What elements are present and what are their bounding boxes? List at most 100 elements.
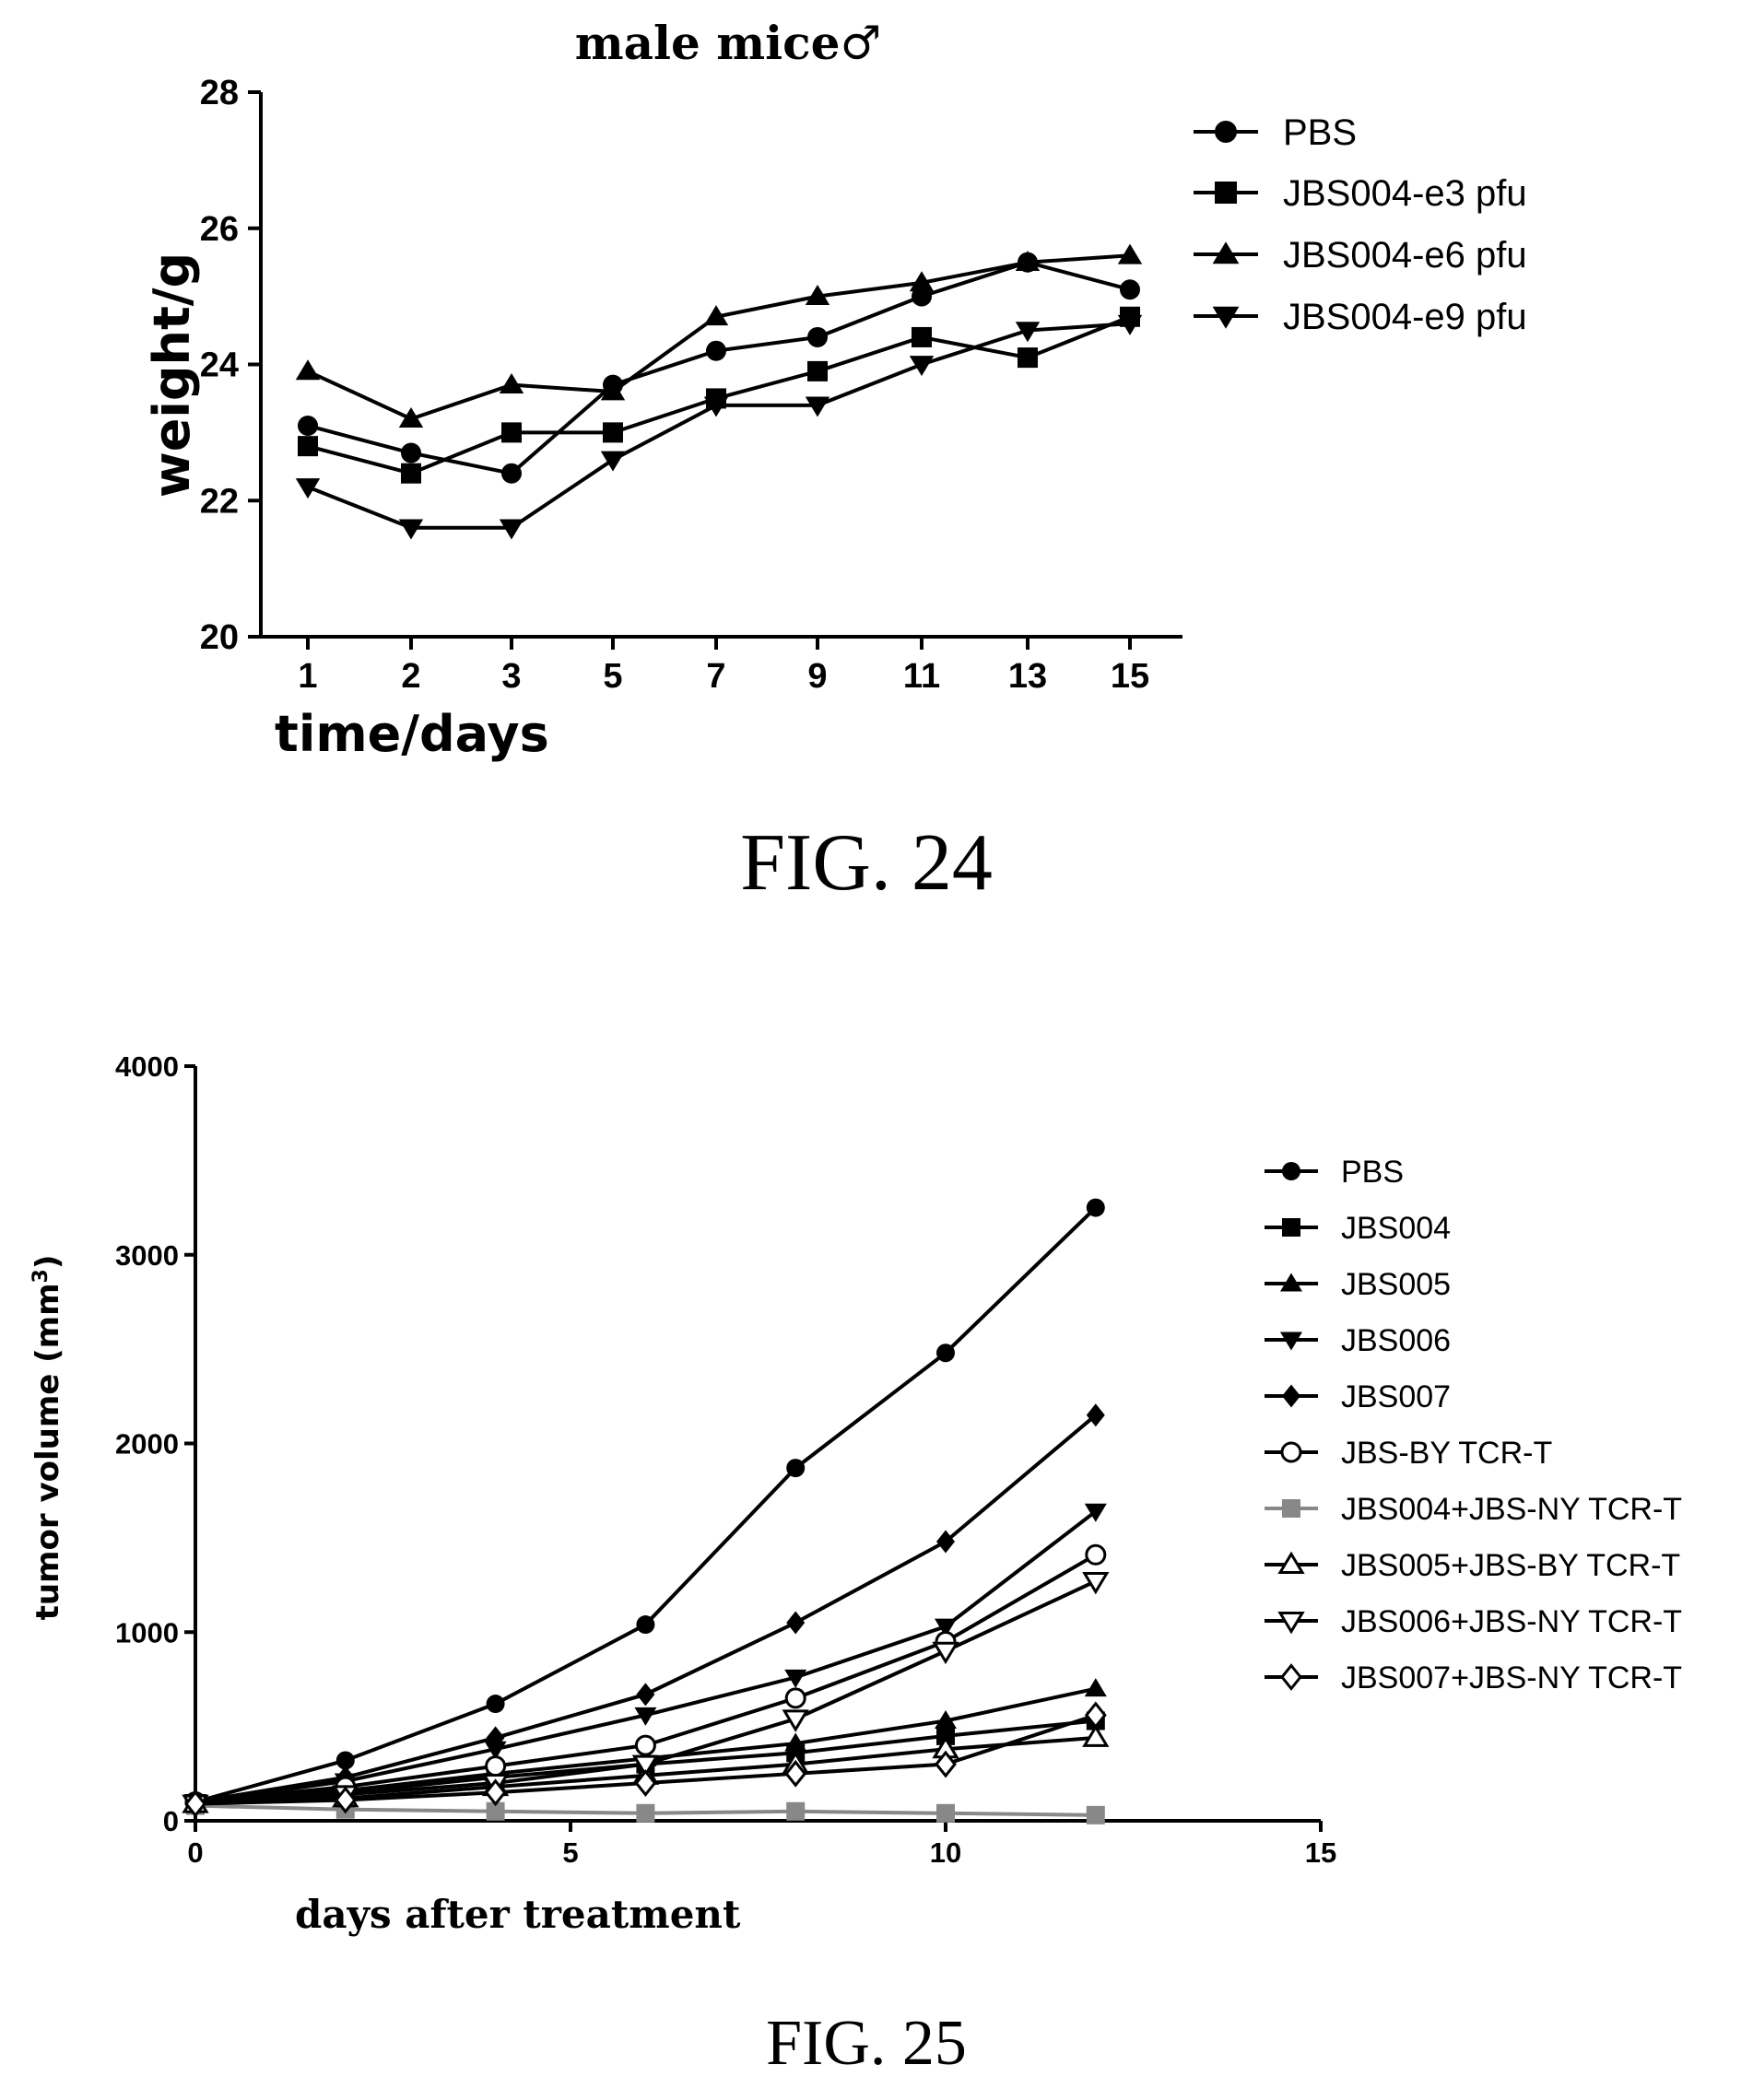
data-point bbox=[499, 373, 524, 394]
legend-item: JBS005+JBS-BY TCR-T bbox=[1265, 1548, 1680, 1583]
y-tick-label: 24 bbox=[200, 346, 239, 385]
series-10 bbox=[184, 1701, 1107, 1818]
y-axis-title-sup: 3 bbox=[29, 1269, 53, 1283]
legend-item: JBS005 bbox=[1265, 1267, 1451, 1302]
data-point bbox=[603, 422, 623, 443]
x-ticks: 1 2 3 5 7 9 11 13 15 bbox=[298, 637, 1149, 696]
data-point bbox=[936, 1343, 955, 1363]
data-point bbox=[786, 1611, 806, 1635]
data-point bbox=[912, 326, 932, 347]
x-tick-label: 10 bbox=[930, 1836, 961, 1869]
data-point bbox=[600, 451, 626, 472]
legend-item: JBS004-e9 pfu bbox=[1194, 297, 1527, 337]
legend-label: JBS005 bbox=[1341, 1267, 1451, 1302]
y-axis-title-main: tumor volume (mm bbox=[29, 1283, 66, 1620]
data-point bbox=[1015, 322, 1041, 343]
legend-item: JBS006 bbox=[1265, 1323, 1451, 1358]
legend-item: JBS006+JBS-NY TCR-T bbox=[1265, 1604, 1682, 1639]
data-point bbox=[501, 463, 522, 484]
data-point bbox=[401, 442, 421, 463]
legend-label: JBS005+JBS-BY TCR-T bbox=[1341, 1548, 1680, 1583]
x-tick-label: 0 bbox=[187, 1836, 203, 1869]
legend-item: PBS bbox=[1194, 112, 1357, 153]
legend-marker bbox=[1280, 1332, 1302, 1351]
data-point bbox=[805, 284, 830, 305]
data-point bbox=[398, 519, 424, 540]
legend-marker bbox=[1282, 1384, 1300, 1408]
data-point bbox=[1117, 314, 1143, 335]
legend-item: JBS004-e6 pfu bbox=[1194, 235, 1527, 276]
x-tick-label: 13 bbox=[1008, 657, 1047, 696]
legend-item: PBS bbox=[1265, 1155, 1404, 1190]
x-axis-title: time/days bbox=[275, 705, 549, 763]
data-point bbox=[782, 1709, 809, 1732]
legend-label: PBS bbox=[1341, 1155, 1404, 1190]
data-point bbox=[298, 415, 318, 436]
figure-caption-25: FIG. 25 bbox=[766, 2008, 967, 2079]
data-point bbox=[1086, 1403, 1105, 1427]
data-point bbox=[1084, 1701, 1107, 1730]
y-ticks: 20 22 24 26 28 bbox=[200, 74, 261, 657]
data-point bbox=[600, 380, 626, 401]
y-tick-label: 2000 bbox=[115, 1428, 179, 1461]
legend-marker bbox=[1280, 1663, 1302, 1691]
data-point bbox=[486, 1801, 505, 1821]
legend-label: JBS004+JBS-NY TCR-T bbox=[1341, 1492, 1682, 1527]
data-point bbox=[501, 422, 522, 443]
data-point bbox=[1086, 1805, 1105, 1824]
data-point bbox=[1086, 1198, 1105, 1217]
data-point bbox=[486, 1726, 505, 1750]
x-ticks: 0 5 10 15 bbox=[187, 1821, 1336, 1869]
legend-label: JBS004-e9 pfu bbox=[1283, 297, 1527, 337]
data-point bbox=[935, 1709, 957, 1729]
data-point bbox=[703, 305, 729, 326]
data-point bbox=[1015, 251, 1041, 272]
y-tick-label: 22 bbox=[200, 482, 239, 521]
data-point bbox=[295, 478, 321, 499]
legend-label: JBS006+JBS-NY TCR-T bbox=[1341, 1604, 1682, 1639]
legend: PBS JBS004-e3 pfu JBS004-e6 pfu JBS004-e9 p… bbox=[1194, 112, 1527, 337]
legend-marker bbox=[1212, 306, 1240, 329]
x-tick-label: 1 bbox=[298, 657, 317, 696]
data-point bbox=[499, 519, 524, 540]
x-tick-label: 15 bbox=[1305, 1836, 1336, 1869]
legend-item: JBS-BY TCR-T bbox=[1265, 1436, 1552, 1471]
y-axis-title-end: ) bbox=[29, 1255, 66, 1270]
data-point bbox=[636, 1683, 655, 1707]
series-1 bbox=[298, 252, 1140, 484]
data-point bbox=[1120, 279, 1140, 300]
series-3 bbox=[295, 243, 1143, 428]
data-point bbox=[486, 1695, 505, 1714]
data-point bbox=[634, 1707, 657, 1726]
data-point bbox=[807, 360, 828, 381]
y-axis-title: tumor volume (mm3) bbox=[29, 1255, 67, 1621]
legend-marker bbox=[1212, 241, 1240, 264]
data-point bbox=[936, 1530, 955, 1554]
x-tick-label: 11 bbox=[903, 657, 940, 696]
data-point bbox=[401, 463, 421, 484]
legend-label: JBS007+JBS-NY TCR-T bbox=[1341, 1660, 1682, 1695]
data-point bbox=[909, 271, 935, 292]
x-tick-label: 3 bbox=[501, 657, 521, 696]
x-tick-label: 2 bbox=[401, 657, 420, 696]
legend-marker bbox=[1282, 1499, 1300, 1518]
legend-label: JBS007 bbox=[1341, 1379, 1451, 1414]
data-point bbox=[295, 359, 321, 381]
data-point bbox=[298, 436, 318, 457]
data-point bbox=[631, 1754, 660, 1777]
data-point bbox=[932, 1641, 959, 1665]
data-point bbox=[184, 1789, 206, 1818]
data-point bbox=[1084, 1678, 1107, 1697]
x-tick-label: 15 bbox=[1111, 657, 1149, 696]
data-point bbox=[786, 1801, 806, 1821]
data-point bbox=[634, 1734, 656, 1756]
legend: PBS JBS004 JBS005 JBS006 JBS007 JBS-BY TCR-T J… bbox=[1265, 1155, 1682, 1695]
legend-label: JBS004-e3 pfu bbox=[1283, 173, 1527, 214]
data-point bbox=[636, 1803, 655, 1823]
x-tick-label: 9 bbox=[807, 657, 827, 696]
data-point bbox=[1082, 1571, 1110, 1595]
data-point bbox=[398, 406, 424, 428]
legend-label: JBS-BY TCR-T bbox=[1341, 1436, 1552, 1471]
data-point bbox=[784, 1732, 807, 1752]
legend-label: JBS004-e6 pfu bbox=[1283, 235, 1527, 276]
